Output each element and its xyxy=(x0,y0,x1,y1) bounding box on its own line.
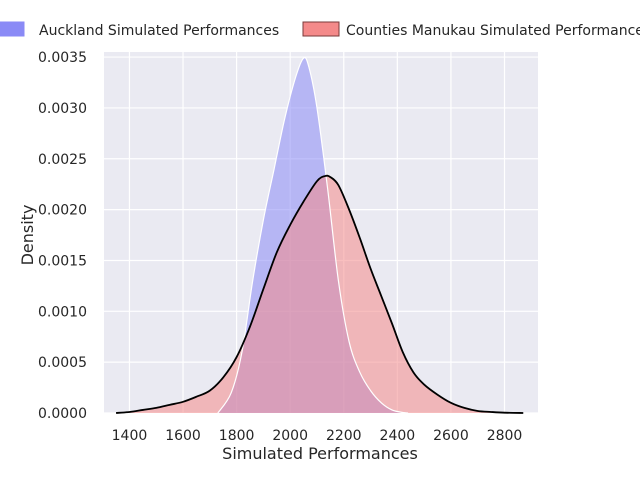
legend-swatch-counties-manukau xyxy=(302,21,340,37)
x-tick-label: 1400 xyxy=(112,428,148,444)
x-tick-label: 2400 xyxy=(380,428,416,444)
x-tick-label: 1800 xyxy=(219,428,255,444)
series-areas xyxy=(115,57,524,414)
legend-label-auckland: Auckland Simulated Performances xyxy=(39,23,279,39)
y-tick-label: 0.0005 xyxy=(38,355,87,371)
y-tick-label: 0.0030 xyxy=(38,101,87,117)
y-tick-label: 0.0015 xyxy=(38,253,87,269)
legend-swatch-auckland xyxy=(0,21,25,37)
tick-labels: 1400 1600 1800 2000 2200 2400 2600 2800 0.0000 0.… xyxy=(38,50,522,444)
legend-label-counties-manukau: Counties Manukau Simulated Performances xyxy=(346,23,640,39)
density-line-auckland xyxy=(217,57,409,414)
y-tick-label: 0.0025 xyxy=(38,152,87,168)
x-tick-label: 2000 xyxy=(272,428,308,444)
y-tick-label: 0.0035 xyxy=(38,50,87,66)
y-tick-label: 0.0000 xyxy=(38,406,87,422)
y-tick-label: 0.0010 xyxy=(38,304,87,320)
y-tick-label: 0.0020 xyxy=(38,203,87,219)
density-area-counties-manukau xyxy=(116,175,524,413)
density-line-counties-manukau xyxy=(115,174,524,414)
x-tick-label: 2200 xyxy=(326,428,362,444)
legend: Auckland Simulated Performances Counties… xyxy=(0,21,640,39)
x-tick-label: 2800 xyxy=(487,428,523,444)
x-axis-label: Simulated Performances xyxy=(222,444,418,463)
x-tick-label: 1600 xyxy=(165,428,201,444)
x-tick-label: 2600 xyxy=(433,428,469,444)
y-axis-label: Density xyxy=(18,205,37,266)
